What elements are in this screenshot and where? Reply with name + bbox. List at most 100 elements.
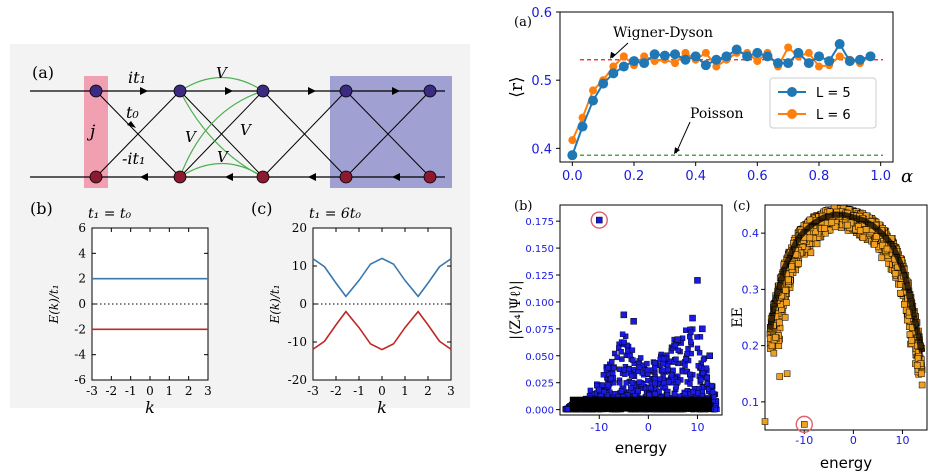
x-tick-label: -10 [590, 421, 608, 434]
scatter-point [706, 386, 712, 393]
y-tick-label: -10 [288, 335, 307, 349]
x-tick-label: 0.2 [624, 169, 645, 184]
chart-overlap-scatter: -10 0 10 0.000 0.025 0.050 0.075 0.100 0.125 0.15… [508, 199, 723, 457]
outlier-point [761, 418, 769, 425]
series-point [753, 57, 762, 66]
outlier-point [630, 318, 637, 325]
scatter-point [795, 260, 802, 267]
y-tick-label: 0 [78, 297, 86, 311]
x-tick-label: 2 [424, 384, 432, 398]
scatter-point [608, 375, 614, 382]
scatter-point [873, 233, 880, 240]
series-point [783, 58, 794, 69]
plot-frame [764, 204, 928, 431]
hop-top-label: it₁ [128, 68, 146, 87]
y-tick-label: 0.150 [525, 244, 554, 255]
annotation-arrowhead [674, 147, 680, 155]
chart-title: t₁ = t₀ [88, 206, 131, 222]
scatter-point [600, 372, 607, 378]
scatter-point [831, 223, 839, 231]
x-tick-label: 1 [166, 384, 174, 398]
series-point [814, 51, 824, 62]
y-tick-label: 0.125 [525, 271, 554, 282]
y-tick-label: 0 [299, 297, 307, 311]
legend-label: L = 6 [816, 108, 851, 123]
outlier-point [694, 277, 701, 284]
panel-label: (b) [30, 199, 53, 218]
series-point [701, 48, 710, 57]
y-tick-label: -2 [74, 322, 86, 336]
scatter-point [621, 367, 628, 373]
series-point [772, 58, 783, 69]
scatter-point [781, 314, 789, 321]
scatter-point [682, 362, 688, 369]
scatter-point [636, 364, 643, 371]
scatter-point [698, 376, 704, 383]
series-point [567, 150, 578, 161]
series-point [619, 52, 628, 61]
x-axis-label: k [145, 398, 155, 417]
x-tick-label: 1 [401, 384, 409, 398]
scatter-point [772, 334, 779, 341]
annotation-arrowhead [610, 51, 616, 59]
series-point [844, 56, 855, 67]
scatter-point [666, 379, 672, 385]
x-tick-label: 3 [447, 384, 455, 398]
outlier-point [596, 216, 603, 224]
scatter-point [683, 368, 690, 375]
scatter-point [690, 389, 696, 395]
scatter-point [629, 347, 636, 353]
scatter-point [601, 389, 607, 395]
series-point [568, 136, 577, 145]
hop-mid-label: t₀ [126, 103, 139, 122]
y-tick-label: 0.075 [525, 325, 554, 336]
scatter-point [687, 371, 693, 378]
series-point [588, 86, 597, 95]
scatter-point [683, 356, 689, 362]
band-series-line [312, 310, 452, 351]
series-point [865, 51, 876, 62]
y-tick-label: 0.100 [525, 298, 554, 309]
x-tick-label: 1.0 [870, 169, 891, 184]
x-tick-label: 0.4 [685, 169, 706, 184]
y-tick-label: 0.2 [742, 340, 760, 353]
poisson-label: Poisson [690, 106, 744, 122]
scatter-point [879, 242, 886, 249]
y-tick-label: 0.3 [742, 283, 760, 296]
panel-label: (c) [733, 199, 750, 214]
scatter-point [859, 234, 867, 242]
series-point [835, 52, 844, 61]
x-tick-label: -1 [125, 384, 137, 398]
scatter-point [652, 360, 658, 366]
scatter-point [675, 379, 681, 385]
scatter-point [821, 225, 828, 232]
scatter-point [673, 384, 679, 390]
scatter-point [609, 358, 615, 365]
scatter-point [627, 352, 633, 359]
y-tick-label: -20 [288, 373, 307, 387]
x-tick-label: -3 [86, 384, 98, 398]
scatter-point [709, 382, 715, 389]
scatter-point [684, 350, 690, 357]
y-tick-label: 6 [78, 221, 86, 235]
y-tick-label: 0.175 [525, 217, 554, 228]
series-point [721, 51, 732, 62]
direction-arrows [127, 87, 400, 181]
outlier-point [620, 311, 628, 319]
scatter-point [605, 382, 612, 388]
series-point [640, 52, 649, 61]
scatter-point [709, 389, 716, 395]
annotation-arrow [675, 121, 691, 154]
series-point [803, 58, 814, 69]
x-axis-label: α [901, 166, 913, 187]
outlier-point [699, 325, 706, 333]
series-point [587, 95, 598, 106]
scatter-point [636, 379, 642, 385]
dense-base-band [569, 396, 713, 412]
scatter-point [661, 380, 667, 386]
series-point [804, 48, 813, 57]
scatter-point [605, 365, 611, 371]
y-tick-label: -4 [74, 348, 86, 362]
